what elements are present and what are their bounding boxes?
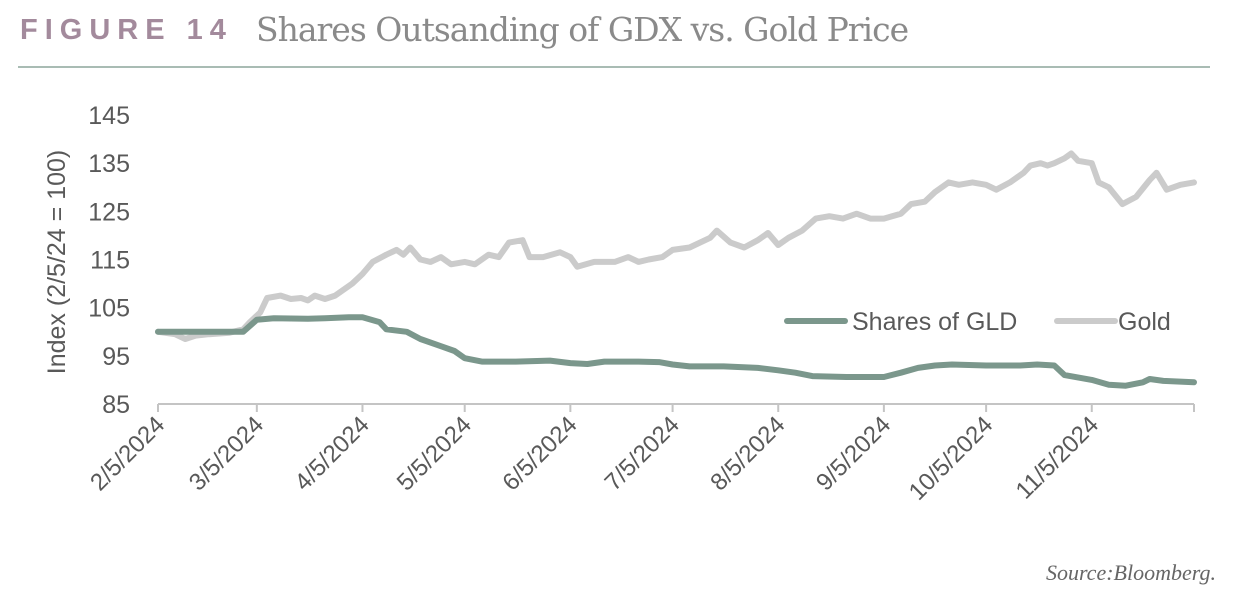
y-tick-label: 105: [88, 295, 130, 323]
legend-label-shares-of-gld: Shares of GLD: [852, 308, 1017, 336]
x-tick-label: 2/5/2024: [85, 411, 170, 496]
chart-series: [155, 150, 1197, 389]
line-chart: 2/5/2024 3/5/2024 4/5/2024 5/5/2024 6/5/2024…: [43, 102, 1197, 506]
series-line-shares-of-gld: [155, 314, 1197, 389]
x-tick-label: 3/5/2024: [184, 411, 269, 496]
y-tick-label: 135: [88, 150, 130, 178]
chart-legend: Shares of GLD Gold: [784, 308, 1171, 336]
legend-label-gold: Gold: [1118, 308, 1171, 336]
figure-label: FIGURE 14: [20, 14, 233, 46]
y-tick-label: 85: [102, 391, 130, 419]
x-tick-label: 8/5/2024: [705, 411, 790, 496]
x-tick-label: 6/5/2024: [497, 411, 582, 496]
x-tick-label: 9/5/2024: [811, 411, 896, 496]
figure-title: Shares Outsanding of GDX vs. Gold Price: [256, 10, 909, 49]
chart-axes: 2/5/2024 3/5/2024 4/5/2024 5/5/2024 6/5/2024…: [85, 102, 1195, 506]
x-tick-label: 11/5/2024: [1011, 411, 1104, 504]
source-note: Source:Bloomberg.: [1045, 560, 1216, 585]
y-tick-label: 95: [102, 343, 130, 371]
y-tick-label: 125: [88, 198, 130, 226]
figure-header: FIGURE 14 Shares Outsanding of GDX vs. G…: [18, 0, 1210, 68]
x-tick-label: 7/5/2024: [600, 411, 685, 496]
x-tick-label: 10/5/2024: [904, 411, 999, 506]
y-tick-label: 115: [90, 247, 130, 275]
x-tick-label: 5/5/2024: [392, 411, 477, 496]
y-tick-label: 145: [88, 102, 130, 130]
x-tick-label: 4/5/2024: [290, 411, 375, 496]
series-line-gold: [155, 150, 1197, 342]
y-axis-label: Index (2/5/24 = 100): [43, 150, 71, 374]
